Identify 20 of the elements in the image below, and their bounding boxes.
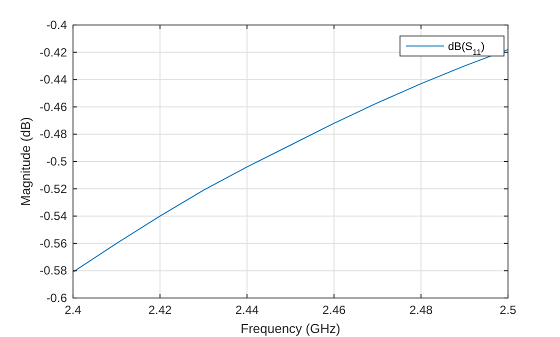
- y-tick-label: -0.5: [46, 154, 68, 168]
- y-tick-label: -0.46: [40, 100, 68, 114]
- x-tick-label: 2.48: [409, 303, 433, 317]
- y-tick-label: -0.58: [40, 264, 68, 278]
- y-tick-label: -0.4: [46, 18, 68, 32]
- y-tick-label: -0.6: [46, 291, 68, 305]
- x-axis-title: Frequency (GHz): [240, 321, 340, 336]
- x-tick-label: 2.4: [64, 303, 82, 317]
- x-tick-label: 2.46: [322, 303, 346, 317]
- y-tick-label: -0.44: [40, 72, 68, 87]
- y-tick-label: -0.54: [40, 209, 68, 224]
- y-tick-label: -0.48: [40, 127, 68, 142]
- y-axis-title: Magnitude (dB): [18, 117, 33, 206]
- legend-label: dB(S$_{11}$): [448, 41, 485, 56]
- x-tick-label: 2.44: [235, 303, 259, 317]
- y-tick-label: -0.42: [40, 45, 68, 60]
- x-tick-label: 2.42: [148, 303, 172, 317]
- y-tick-label: -0.52: [40, 182, 68, 196]
- y-tick-label: -0.56: [40, 236, 68, 250]
- x-tick-label: 2.5: [500, 303, 517, 317]
